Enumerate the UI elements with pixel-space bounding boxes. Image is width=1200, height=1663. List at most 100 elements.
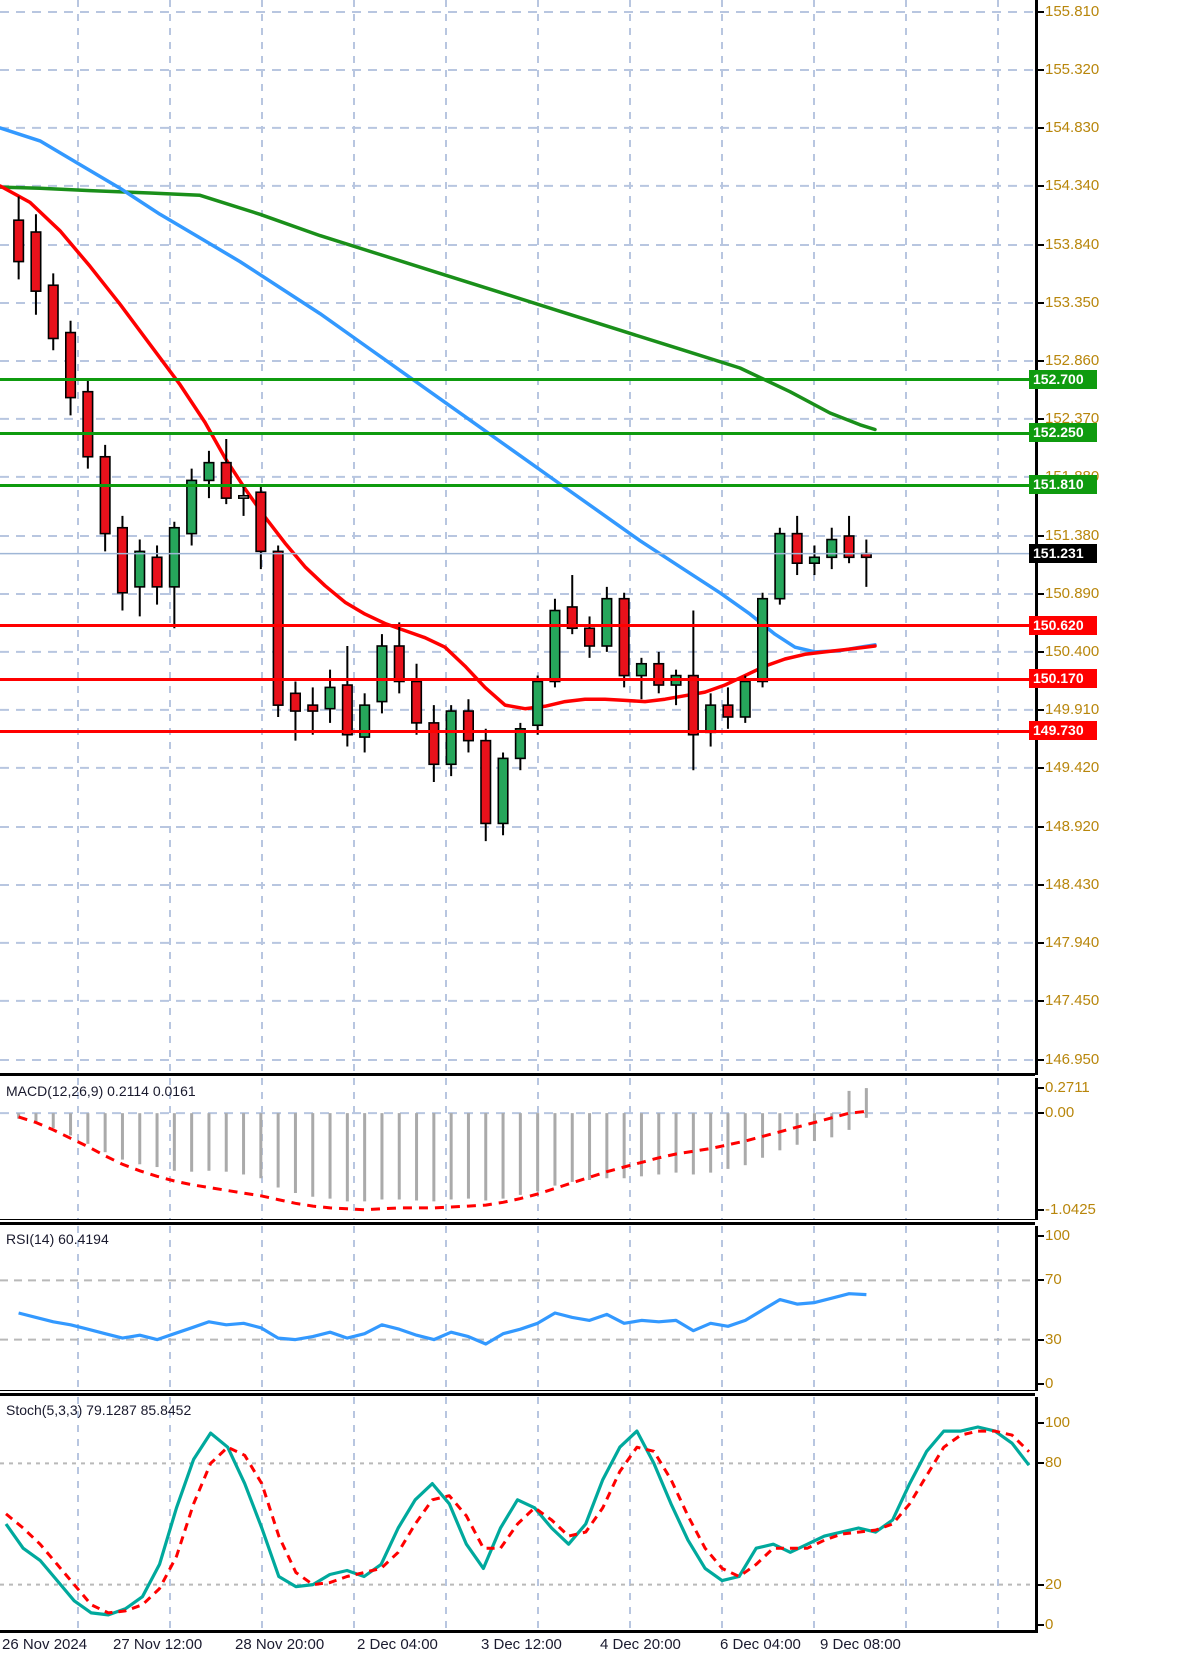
- x-axis-tick-label: 27 Nov 12:00: [113, 1636, 203, 1653]
- y-tick-mark: [1035, 1112, 1044, 1115]
- level-badge-150.620[interactable]: 150.620: [1029, 615, 1097, 635]
- price-y-tick-label: 153.840: [1045, 236, 1100, 254]
- price-y-tick-label: 147.450: [1045, 991, 1100, 1009]
- price-y-tick-label: 149.420: [1045, 758, 1100, 776]
- macd-label: MACD(12,26,9) 0.2114 0.0161: [6, 1083, 196, 1099]
- y-tick-mark: [1035, 592, 1044, 595]
- level-badge-150.170[interactable]: 150.170: [1029, 669, 1097, 689]
- macd-y-axis[interactable]: 0.2711 0.00 -1.0425: [1035, 1078, 1200, 1220]
- y-tick-mark: [1035, 1059, 1044, 1061]
- y-tick-mark: [1035, 1624, 1044, 1626]
- rsi-axis-line: [1035, 1226, 1038, 1391]
- divider-rsi-stoch: [0, 1393, 1035, 1396]
- price-y-axis[interactable]: 155.810 155.320 154.830 154.340 153.840 153.3…: [1035, 0, 1200, 1075]
- macd-chart-svg: [0, 1078, 1035, 1220]
- y-tick-mark: [1035, 359, 1044, 362]
- y-tick-mark: [1035, 941, 1044, 944]
- x-axis-tick-label: 9 Dec 08:00: [820, 1636, 901, 1653]
- rsi-y-axis[interactable]: 100 70 30 0: [1035, 1226, 1200, 1391]
- rsi-chart-svg: [0, 1226, 1035, 1391]
- price-y-tick-label: 150.400: [1045, 642, 1100, 660]
- y-tick-mark: [1035, 244, 1044, 247]
- stoch-plot-area[interactable]: [0, 1397, 1200, 1633]
- divider-rsi-bottom: [0, 1390, 1035, 1391]
- rsi-plot-area[interactable]: [0, 1226, 1200, 1391]
- x-axis-tick-label: 28 Nov 20:00: [235, 1636, 325, 1653]
- stoch-label: Stoch(5,3,3) 79.1287 85.8452: [6, 1402, 192, 1418]
- y-tick-mark: [1035, 1583, 1044, 1586]
- price-y-tick-label: 155.810: [1045, 3, 1100, 20]
- stoch-y-axis[interactable]: 100 80 20 0: [1035, 1397, 1200, 1633]
- x-axis-tick-label: 6 Dec 04:00: [720, 1636, 801, 1653]
- macd-y-tick-label: -1.0425: [1045, 1201, 1096, 1218]
- y-tick-mark: [1035, 417, 1044, 420]
- y-tick-mark: [1035, 650, 1044, 653]
- stoch-chart-svg: [0, 1397, 1035, 1633]
- y-tick-mark: [1035, 1462, 1044, 1465]
- macd-plot-area[interactable]: [0, 1078, 1200, 1220]
- y-tick-mark: [1035, 301, 1044, 304]
- rsi-y-tick-label: 100: [1045, 1227, 1071, 1244]
- y-tick-mark: [1035, 999, 1044, 1002]
- y-tick-mark: [1035, 1087, 1044, 1089]
- y-tick-mark: [1035, 883, 1044, 886]
- price-y-tick-label: 155.320: [1045, 60, 1100, 78]
- x-axis-tick-label: 2 Dec 04:00: [357, 1636, 438, 1653]
- price-chart-svg: [0, 0, 1035, 1075]
- stoch-panel[interactable]: Stoch(5,3,3) 79.1287 85.8452 100 80 20 0: [0, 1397, 1200, 1633]
- price-y-tick-label: 149.910: [1045, 700, 1100, 718]
- y-tick-mark: [1035, 184, 1044, 187]
- stoch-y-tick-label: 100: [1045, 1414, 1071, 1431]
- rsi-panel[interactable]: RSI(14) 60.4194 100 70 30 0: [0, 1226, 1200, 1391]
- macd-y-tick-label: 0.2711: [1045, 1079, 1090, 1096]
- y-tick-mark: [1035, 1235, 1044, 1237]
- x-axis-tick-label: 4 Dec 20:00: [600, 1636, 681, 1653]
- price-y-tick-label: 154.340: [1045, 176, 1100, 194]
- price-y-tick-label: 150.890: [1045, 584, 1100, 602]
- level-line-150.620: [0, 624, 1035, 628]
- divider-macd-bottom: [0, 1219, 1035, 1220]
- price-y-tick-label: 148.430: [1045, 875, 1100, 893]
- level-line-151.810: [0, 483, 1035, 487]
- price-y-tick-label: 146.950: [1045, 1051, 1100, 1068]
- y-tick-mark: [1035, 1383, 1044, 1385]
- level-badge-151.810[interactable]: 151.810: [1029, 475, 1097, 495]
- y-tick-mark: [1035, 825, 1044, 828]
- x-axis-tick-label: 3 Dec 12:00: [481, 1636, 562, 1653]
- current-price-tag[interactable]: 151.231: [1029, 543, 1097, 563]
- price-y-tick-label: 152.370: [1045, 409, 1100, 427]
- level-badge-152.250[interactable]: 152.250: [1029, 423, 1097, 443]
- rsi-label: RSI(14) 60.4194: [6, 1231, 109, 1247]
- divider-macd-rsi: [0, 1222, 1035, 1225]
- stoch-y-tick-label: 80: [1045, 1454, 1062, 1472]
- price-y-tick-label: 152.860: [1045, 351, 1100, 369]
- price-y-tick-label: 153.350: [1045, 293, 1100, 311]
- level-badge-152.700[interactable]: 152.700: [1029, 369, 1097, 389]
- price-axis-line: [1035, 0, 1038, 1075]
- x-axis[interactable]: 26 Nov 2024 27 Nov 12:00 28 Nov 20:00 2 Dec…: [0, 1633, 1200, 1663]
- y-tick-mark: [1035, 535, 1044, 537]
- stoch-y-tick-label: 20: [1045, 1575, 1062, 1593]
- price-panel[interactable]: 155.810 155.320 154.830 154.340 153.840 153.3…: [0, 0, 1200, 1075]
- price-y-tick-label: 147.940: [1045, 933, 1100, 951]
- rsi-y-tick-label: 30: [1045, 1330, 1062, 1348]
- stoch-y-tick-label: 0: [1045, 1616, 1054, 1633]
- y-tick-mark: [1035, 708, 1044, 711]
- stoch-axis-line: [1035, 1397, 1038, 1633]
- y-tick-mark: [1035, 1209, 1044, 1211]
- level-line-152.700: [0, 378, 1035, 382]
- level-line-149.730: [0, 729, 1035, 733]
- price-y-tick-label: 151.380: [1045, 527, 1100, 544]
- rsi-y-tick-label: 70: [1045, 1271, 1062, 1289]
- y-tick-mark: [1035, 766, 1044, 769]
- y-tick-mark: [1035, 1279, 1044, 1282]
- y-tick-mark: [1035, 1338, 1044, 1341]
- y-tick-mark: [1035, 1422, 1044, 1424]
- level-badge-149.730[interactable]: 149.730: [1029, 721, 1097, 741]
- y-tick-mark: [1035, 68, 1044, 71]
- macd-y-tick-label: 0.00: [1045, 1104, 1075, 1122]
- price-plot-area[interactable]: [0, 0, 1200, 1075]
- macd-panel[interactable]: MACD(12,26,9) 0.2114 0.0161 0.2711 0.00 -1…: [0, 1078, 1200, 1220]
- macd-axis-line: [1035, 1078, 1038, 1220]
